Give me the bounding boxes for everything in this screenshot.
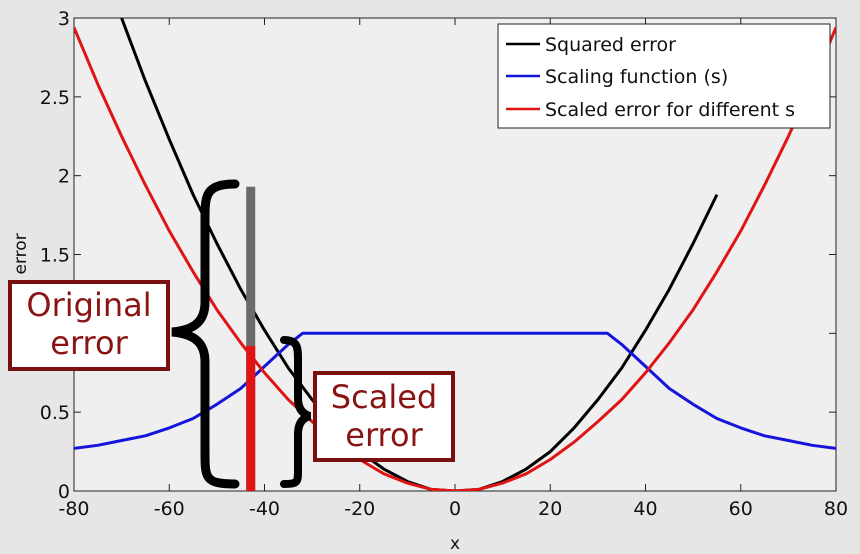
- scaled-error-line2: error: [345, 416, 423, 454]
- original-error-bar: [246, 186, 256, 491]
- scaled-error-brace: [280, 336, 312, 488]
- x-tick-label: 20: [538, 498, 562, 520]
- legend-entry-scaled: Scaled error for different s: [545, 99, 795, 121]
- scaled-error-bar: [246, 345, 256, 491]
- x-tick-label: -80: [58, 498, 89, 520]
- x-tick-label: 60: [729, 498, 753, 520]
- original-error-brace: [171, 179, 240, 489]
- scaling-function-line: [74, 331, 836, 450]
- x-tick-label: 0: [449, 498, 461, 520]
- x-tick-label: 80: [824, 498, 848, 520]
- x-tick-label: -40: [249, 498, 280, 520]
- x-tick-label: -20: [344, 498, 375, 520]
- x-axis-label: x: [450, 534, 460, 554]
- legend: Squared error Scaling function (s) Scale…: [497, 23, 831, 129]
- original-error-line2: error: [50, 324, 128, 362]
- y-tick-label: 2: [58, 166, 70, 188]
- y-tick-label: 3: [58, 8, 70, 30]
- legend-entry-squared: Squared error: [545, 34, 676, 56]
- scaled-error-line1: Scaled: [331, 378, 437, 416]
- original-error-line1: Original: [26, 286, 151, 324]
- legend-entry-scaling: Scaling function (s): [545, 66, 728, 88]
- y-tick-label: 0: [58, 481, 70, 503]
- y-tick-label: 1.5: [40, 245, 70, 267]
- x-tick-label: -60: [154, 498, 185, 520]
- scaled-error-annotation: Scaled error: [313, 371, 455, 462]
- y-tick-label: 0.5: [40, 402, 70, 424]
- error-bars: [246, 186, 256, 491]
- y-axis-label: 2 error: [11, 233, 31, 290]
- legend-box: [497, 23, 831, 129]
- original-error-box: [8, 280, 170, 371]
- original-error-annotation: Original error: [8, 280, 170, 371]
- y-tick-label: 2.5: [40, 87, 70, 109]
- scaled-error-box: [313, 371, 455, 462]
- x-tick-label: 40: [633, 498, 657, 520]
